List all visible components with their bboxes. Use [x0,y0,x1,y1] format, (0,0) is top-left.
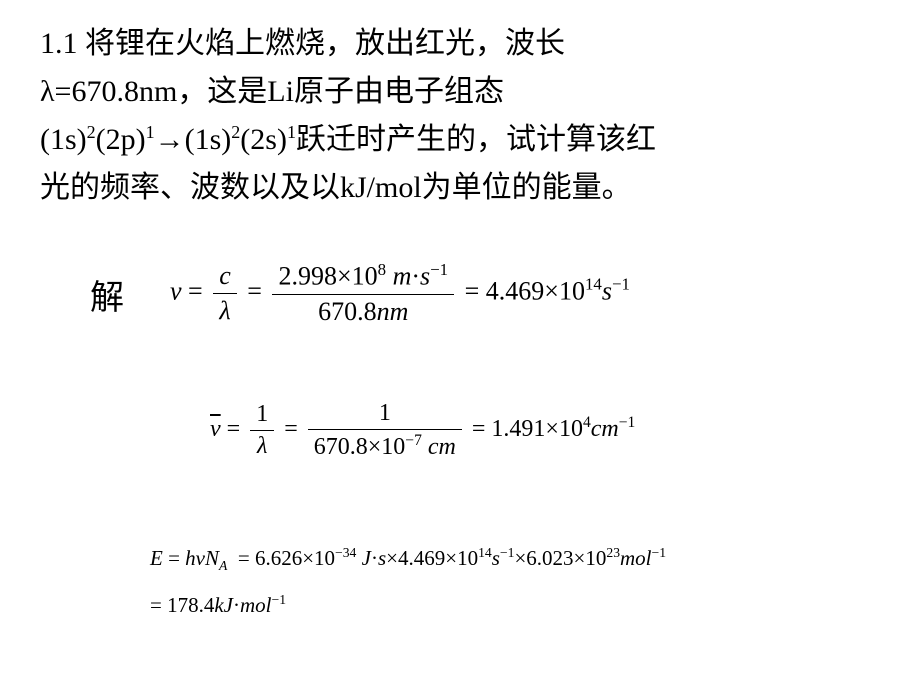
problem-sup3: 2 [231,122,240,142]
nu-symbol: ν [170,276,182,305]
problem-line4: 光的频率、波数以及以kJ/mol为单位的能量。 [40,171,632,204]
equals-1a: = [182,276,210,305]
E-symbol: E [150,546,163,570]
equation-energy-line1: E = hνNA = 6.626×10−34 J·s×4.469×1014s−1… [150,545,666,574]
equals-1c: = [458,276,486,305]
equals-2c: = [466,416,492,442]
problem-arrow: →(1s) [155,123,232,156]
equation-frequency: ν = cλ = 2.998×108 m·s−1670.8nm = 4.469×… [170,260,630,327]
frac-num-1: 2.998×108 m·s−1 [272,260,454,295]
problem-line3-p2: (2p) [96,123,146,156]
frac-numeric-2: 1670.8×10−7 cm [308,400,462,461]
equals-2a: = [221,416,247,442]
equals-1b: = [241,276,269,305]
equation-energy-line2: = 178.4kJ·mol−1 [150,592,286,618]
frac-1-lambda: 1λ [250,401,274,460]
frac-den-lambda: λ [213,294,237,326]
problem-statement: 1.1 将锂在火焰上燃烧，放出红光，波长 λ=670.8nm，这是Li原子由电子… [40,20,880,212]
problem-line3-p1: (1s) [40,123,87,156]
frac-num-c: c [213,261,237,294]
result-1-val: 4.469 [486,276,545,305]
problem-line1: 1.1 将锂在火焰上燃烧，放出红光，波长 [40,27,565,60]
problem-line2: λ=670.8nm，这是Li原子由电子组态 [40,75,504,108]
frac-den-2: 670.8×10−7 cm [308,430,462,461]
frac-c-lambda: cλ [213,261,237,326]
equals-2b: = [278,416,304,442]
problem-line3-p4: 跃迁时产生的，试计算该红 [296,123,656,156]
problem-sup1: 2 [87,122,96,142]
nubar-symbol: ν [210,416,221,442]
frac-den-1: 670.8nm [272,295,454,327]
problem-sup2: 1 [146,122,155,142]
problem-sup4: 1 [287,122,296,142]
frac-numeric-1: 2.998×108 m·s−1670.8nm [272,260,454,327]
equation-wavenumber: ν = 1λ = 1670.8×10−7 cm = 1.491×104cm−1 [210,400,635,461]
problem-line3-p3: (2s) [240,123,287,156]
solution-label: 解 [90,270,124,319]
